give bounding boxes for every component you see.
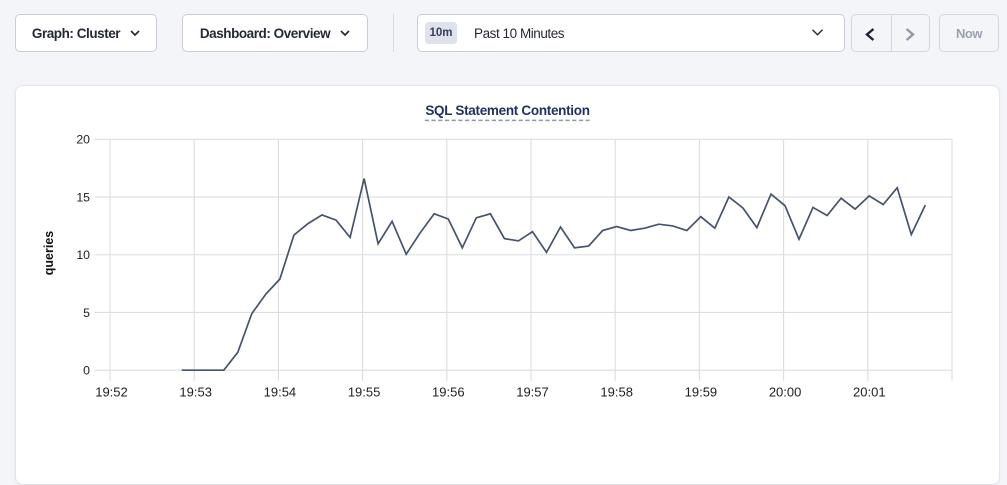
svg-text:20:01: 20:01 (853, 385, 886, 400)
svg-text:10: 10 (76, 248, 90, 262)
svg-text:5: 5 (83, 306, 90, 320)
svg-text:19:53: 19:53 (179, 385, 212, 400)
svg-text:19:58: 19:58 (600, 385, 633, 400)
svg-text:15: 15 (76, 190, 90, 204)
svg-text:19:54: 19:54 (264, 385, 297, 400)
svg-text:19:55: 19:55 (348, 385, 381, 400)
svg-text:19:52: 19:52 (95, 385, 128, 400)
svg-text:19:57: 19:57 (516, 385, 549, 400)
svg-text:20:00: 20:00 (769, 385, 802, 400)
svg-text:19:59: 19:59 (685, 385, 718, 400)
svg-text:20: 20 (76, 133, 90, 147)
svg-text:19:56: 19:56 (432, 385, 465, 400)
svg-text:0: 0 (83, 364, 90, 378)
svg-text:queries: queries (42, 231, 56, 276)
